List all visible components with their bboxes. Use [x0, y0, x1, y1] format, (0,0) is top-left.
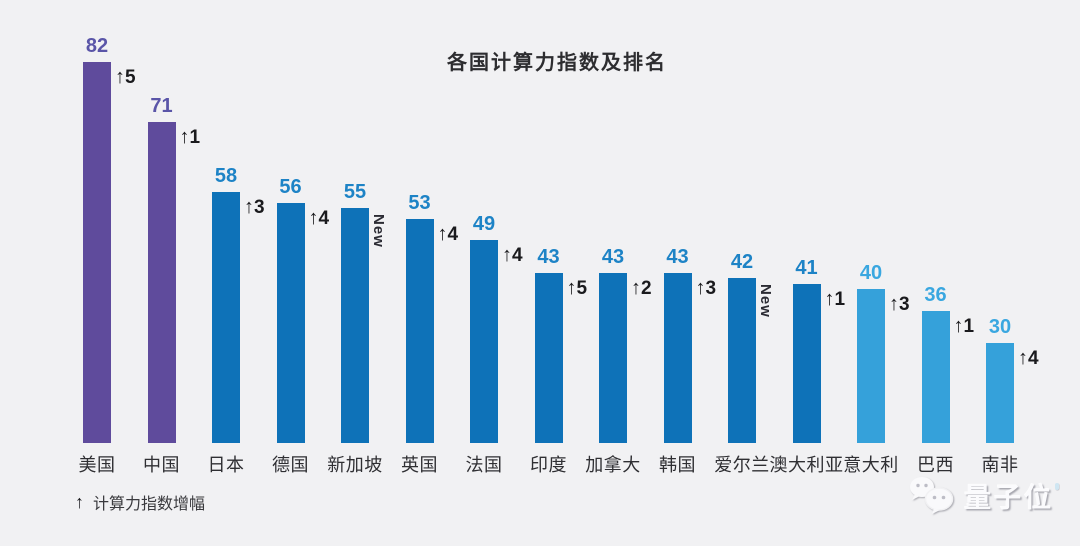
bar-country-label: 南非 [981, 455, 1019, 475]
rank-change-number: 3 [899, 294, 910, 315]
bar-value: 43 [666, 246, 689, 268]
bar-value: 30 [988, 316, 1012, 338]
up-arrow-icon: ↑ [824, 288, 835, 310]
rank-change-number: 1 [963, 316, 975, 337]
bar-rank-change: ↑5 [115, 66, 136, 89]
up-arrow-icon: ↑ [1018, 347, 1028, 369]
bar-rank-change: ↑4 [1018, 347, 1039, 370]
bar-rank-change: ↑4 [502, 244, 523, 267]
bar-rank-change: ↑3 [244, 196, 265, 219]
rank-change-number: 5 [576, 278, 588, 299]
bar [663, 273, 692, 443]
watermark: 量子位 [908, 474, 1059, 516]
bar-country-label: 加拿大 [585, 455, 641, 475]
bar [83, 62, 111, 443]
bar [792, 284, 821, 443]
rank-change-number: 1 [834, 289, 846, 310]
bar-value: 53 [408, 192, 431, 214]
bar-value: 41 [795, 257, 818, 279]
up-arrow-icon: ↑ [502, 244, 512, 266]
up-arrow-icon: ↑ [437, 223, 448, 245]
bar-value: 56 [279, 176, 302, 198]
bar-rank-change: ↑4 [438, 223, 459, 246]
bar-value: 43 [537, 246, 560, 268]
bar [147, 122, 176, 443]
bar [212, 192, 240, 443]
bar-rank-change: ↑5 [567, 277, 588, 300]
bar-country-label: 英国 [401, 455, 438, 475]
legend-label: 计算力指数增幅 [93, 496, 206, 513]
up-arrow-icon: ↑ [631, 277, 641, 299]
up-arrow-icon: ↑ [889, 293, 899, 315]
bar-country-label: 韩国 [659, 455, 696, 475]
bar [986, 343, 1014, 443]
bar-value: 40 [859, 262, 883, 284]
bar-country-label: 澳大利亚 [769, 455, 844, 475]
wechat-icon [910, 477, 954, 514]
rank-change-number: 4 [512, 245, 523, 266]
bar-country-label: 印度 [530, 455, 567, 475]
up-arrow-icon: ↑ [179, 126, 190, 148]
bar-value: 36 [924, 284, 947, 306]
bar-rank-change: ↑2 [631, 277, 652, 300]
bar-country-label: 爱尔兰 [714, 455, 770, 475]
bar [728, 278, 756, 443]
up-arrow-icon: ↑ [75, 491, 84, 512]
bar-country-label: 意大利 [843, 455, 899, 475]
bar-rank-change: ↑4 [309, 207, 330, 230]
chart-title: 各国计算力指数及排名 [447, 52, 667, 74]
bar [857, 289, 885, 443]
rank-change-number: 3 [254, 197, 265, 218]
bar [921, 311, 950, 443]
legend: ↑ 计算力指数增幅 [75, 490, 205, 514]
up-arrow-icon: ↑ [695, 277, 706, 299]
bar-rank-change: ↑1 [954, 315, 975, 338]
bar-value: 55 [343, 181, 367, 203]
up-arrow-icon: ↑ [566, 277, 577, 299]
watermark-mark [1055, 482, 1059, 490]
bar-country-label: 中国 [143, 455, 180, 475]
bar-value: 42 [730, 251, 754, 273]
rank-change-number: 3 [705, 278, 717, 299]
rank-change-number: 2 [641, 278, 652, 299]
rank-change-number: 4 [1028, 348, 1039, 369]
up-arrow-icon: ↑ [308, 207, 319, 229]
up-arrow-icon: ↑ [953, 315, 964, 337]
bar-rank-change: ↑1 [825, 288, 846, 311]
bar-country-label: 美国 [78, 455, 116, 475]
bar [405, 219, 434, 443]
bar-country-label: 日本 [207, 455, 245, 475]
bar-value: 71 [150, 95, 173, 117]
bar-country-label: 新加坡 [327, 455, 383, 475]
bar-rank-change: ↑1 [180, 126, 201, 149]
bar-rank-change: ↑3 [696, 277, 717, 300]
up-arrow-icon: ↑ [244, 196, 254, 218]
bar [599, 273, 627, 443]
bar [341, 208, 369, 443]
bar-value: 82 [85, 35, 109, 57]
bar-country-label: 巴西 [917, 455, 954, 475]
bar-value: 49 [472, 213, 496, 235]
bar [276, 203, 305, 443]
bar-new-badge: New [757, 284, 774, 318]
rank-change-number: 5 [125, 67, 136, 88]
watermark-brand: 量子位 [964, 482, 1054, 513]
bar-value: 43 [601, 246, 625, 268]
rank-change-number: 4 [318, 208, 330, 229]
bar-value: 58 [214, 165, 238, 187]
bar [534, 273, 563, 443]
rank-change-number: 1 [189, 127, 201, 148]
rank-change-number: 4 [447, 224, 459, 245]
bar-country-label: 德国 [272, 455, 309, 475]
up-arrow-icon: ↑ [115, 66, 125, 88]
bar-rank-change: ↑3 [889, 293, 910, 316]
bar-new-badge: New [370, 214, 387, 248]
bar [470, 240, 498, 443]
bar-country-label: 法国 [465, 455, 503, 475]
